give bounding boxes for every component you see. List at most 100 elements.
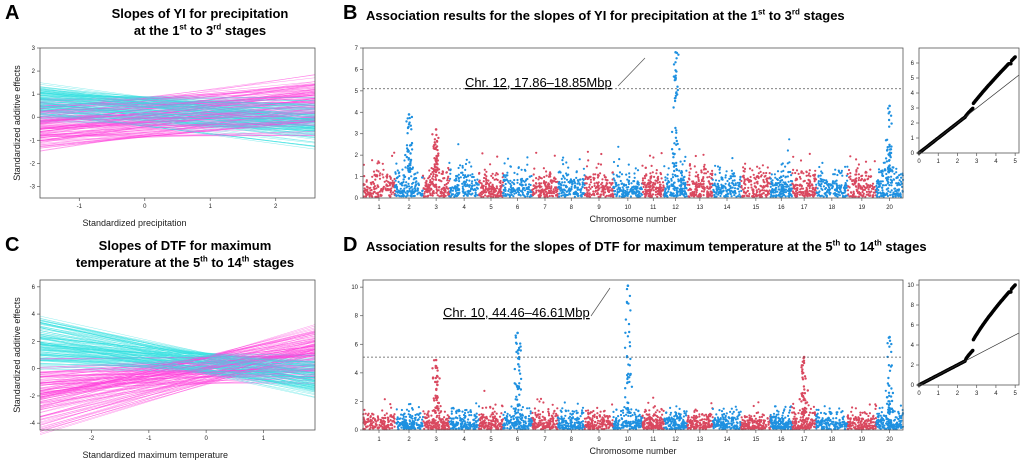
manhattan-point bbox=[805, 182, 809, 185]
manhattan-point bbox=[788, 191, 791, 194]
manhattan-point bbox=[404, 175, 407, 178]
x-axis-label: Standardized precipitation bbox=[83, 218, 187, 228]
manhattan-point bbox=[797, 172, 800, 175]
manhattan-point bbox=[735, 195, 738, 198]
manhattan-point bbox=[699, 193, 702, 196]
manhattan-point bbox=[486, 425, 489, 428]
panel-d-title-sup1: th bbox=[832, 238, 841, 248]
manhattan-point bbox=[792, 155, 795, 158]
manhattan-point bbox=[760, 193, 763, 196]
manhattan-point bbox=[465, 423, 468, 426]
manhattan-point bbox=[649, 172, 652, 175]
manhattan-point bbox=[650, 164, 653, 167]
manhattan-point bbox=[685, 169, 688, 172]
manhattan-point bbox=[455, 416, 458, 419]
manhattan-point bbox=[618, 158, 621, 161]
manhattan-point bbox=[450, 407, 453, 410]
manhattan-point bbox=[805, 193, 808, 197]
manhattan-point bbox=[454, 185, 457, 188]
manhattan-point bbox=[562, 156, 565, 159]
chart-b-manhattan: 1 2 3 4 5 6 7 8 9 10 11 12 13 14 15 16 17 18 19 2001234567C… bbox=[355, 46, 905, 224]
manhattan-point bbox=[730, 169, 733, 172]
peak-top-point bbox=[434, 128, 438, 131]
manhattan-point bbox=[437, 425, 440, 428]
manhattan-point bbox=[649, 177, 652, 180]
panel-d-title-post: stages bbox=[881, 239, 927, 254]
manhattan-point bbox=[365, 180, 368, 183]
manhattan-point bbox=[641, 179, 644, 182]
manhattan-point bbox=[813, 177, 816, 180]
manhattan-point bbox=[784, 176, 787, 179]
manhattan-point bbox=[363, 408, 366, 411]
peak-point bbox=[436, 159, 439, 162]
manhattan-point bbox=[857, 179, 860, 182]
manhattan-point bbox=[513, 414, 516, 417]
manhattan-point bbox=[562, 175, 565, 178]
manhattan-point bbox=[565, 172, 568, 175]
manhattan-point bbox=[859, 187, 863, 190]
manhattan-point bbox=[594, 189, 597, 192]
manhattan-point bbox=[528, 175, 531, 178]
manhattan-point bbox=[447, 166, 450, 170]
manhattan-point bbox=[545, 190, 548, 193]
manhattan-point bbox=[757, 188, 760, 191]
manhattan-point bbox=[803, 179, 806, 182]
peak-point bbox=[409, 160, 412, 163]
manhattan-point bbox=[455, 421, 458, 424]
manhattan-point bbox=[876, 187, 879, 190]
plot-frame bbox=[39, 279, 316, 431]
peak-point bbox=[890, 145, 893, 148]
manhattan-point bbox=[756, 165, 759, 168]
manhattan-point bbox=[641, 177, 645, 180]
manhattan-point bbox=[508, 414, 511, 417]
manhattan-point bbox=[435, 191, 438, 194]
manhattan-point bbox=[649, 192, 652, 195]
manhattan-point bbox=[365, 420, 368, 424]
manhattan-point bbox=[834, 194, 838, 197]
manhattan-point bbox=[651, 193, 655, 196]
manhattan-point bbox=[794, 171, 797, 175]
manhattan-point bbox=[802, 172, 805, 175]
manhattan-point bbox=[476, 419, 479, 422]
manhattan-point bbox=[880, 192, 884, 195]
manhattan-point bbox=[766, 193, 769, 196]
manhattan-point bbox=[483, 425, 486, 428]
manhattan-point bbox=[521, 184, 524, 187]
peak-point bbox=[431, 376, 435, 379]
manhattan-point bbox=[440, 425, 443, 428]
manhattan-point bbox=[428, 422, 431, 425]
manhattan-point bbox=[389, 176, 392, 179]
manhattan-point bbox=[650, 189, 653, 192]
manhattan-point bbox=[843, 188, 846, 192]
manhattan-point bbox=[527, 191, 530, 194]
manhattan-point bbox=[702, 194, 705, 197]
manhattan-point bbox=[775, 183, 778, 187]
slope-line bbox=[39, 124, 316, 138]
manhattan-point bbox=[385, 427, 388, 430]
manhattan-point bbox=[365, 426, 368, 429]
chromosome-label: 8 bbox=[570, 205, 574, 211]
manhattan-point bbox=[445, 185, 448, 188]
panel-a-title-line2-mid: to 3 bbox=[186, 23, 214, 38]
manhattan-point bbox=[861, 190, 864, 194]
manhattan-point bbox=[686, 180, 689, 183]
manhattan-point bbox=[443, 421, 446, 424]
chromosome-label: 15 bbox=[753, 205, 760, 211]
manhattan-point bbox=[588, 195, 592, 198]
manhattan-point bbox=[581, 183, 584, 186]
manhattan-point bbox=[895, 193, 898, 196]
manhattan-point bbox=[632, 192, 635, 195]
y-tick-label: 6 bbox=[32, 285, 36, 291]
manhattan-point bbox=[600, 183, 603, 186]
manhattan-point bbox=[502, 174, 505, 177]
chromosome-label: 9 bbox=[597, 205, 601, 211]
manhattan-point bbox=[603, 174, 606, 177]
slope-line bbox=[39, 340, 316, 409]
manhattan-point bbox=[501, 405, 504, 408]
manhattan-point bbox=[801, 193, 804, 196]
manhattan-point bbox=[516, 178, 519, 182]
peak-point bbox=[434, 170, 438, 174]
peak-point bbox=[675, 143, 678, 146]
peak-point bbox=[890, 122, 893, 125]
manhattan-point bbox=[784, 191, 787, 194]
